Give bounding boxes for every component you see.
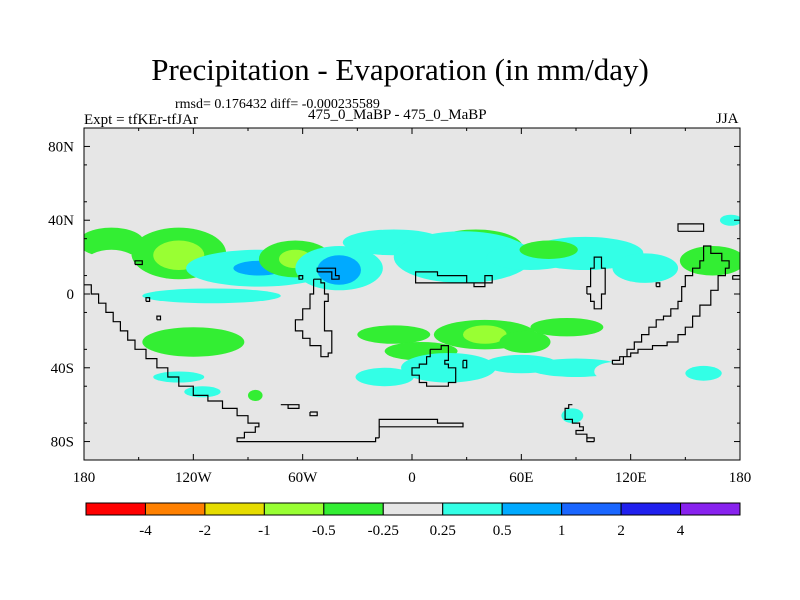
- coastline: [415, 271, 493, 288]
- x-tick-label: 180: [729, 470, 752, 486]
- coastline: [294, 278, 333, 358]
- y-tick-label: 40N: [48, 213, 74, 229]
- colorbar-label: -0.25: [368, 523, 399, 539]
- field-region: [612, 253, 679, 283]
- colorbar-box: [323, 502, 384, 516]
- coastline: [378, 418, 464, 438]
- colorbar-label: -1: [258, 523, 271, 539]
- colorbar-box: [442, 502, 503, 516]
- field-region: [85, 249, 137, 276]
- period-label: 475_0_MaBP - 475_0_MaBP: [308, 107, 487, 123]
- y-tick-label: 80N: [48, 139, 74, 155]
- y-tick-label: 0: [67, 287, 75, 303]
- coastline: [586, 437, 595, 443]
- chart-title: Precipitation - Evaporation (in mm/day): [151, 52, 649, 87]
- field-region: [594, 362, 631, 381]
- y-tick-label: 80S: [51, 435, 74, 451]
- x-tick-label: 0: [408, 470, 416, 486]
- colorbar: -4 -2 -1 -0.5 -0.25 0.25 0.5 1 2 4: [85, 502, 741, 539]
- colorbar-label: 0.5: [493, 523, 512, 539]
- x-tick-label: 120E: [615, 470, 647, 486]
- coastline: [316, 267, 340, 280]
- colorbar-label: 4: [677, 523, 685, 539]
- colorbar-label: 1: [558, 523, 566, 539]
- coastline: [309, 411, 318, 417]
- field-region: [685, 365, 722, 381]
- colorbar-label: 2: [617, 523, 625, 539]
- field-region: [317, 255, 361, 285]
- x-tick-label: 120W: [175, 470, 213, 486]
- x-tick-label: 180: [73, 470, 96, 486]
- colorbar-box: [263, 502, 325, 516]
- field-region: [84, 227, 145, 258]
- field-region: [393, 231, 533, 283]
- coastline: [462, 359, 468, 369]
- coastline: [145, 297, 151, 302]
- colorbar-label: -4: [139, 523, 152, 539]
- field-region: [357, 325, 431, 344]
- coastline: [280, 404, 300, 409]
- coastline: [84, 284, 380, 443]
- colorbar-label: -0.5: [312, 523, 336, 539]
- axes: 180 120W 60W 0 60E 120E 180 80N 40N 0 40S 80S: [48, 127, 752, 486]
- field-region: [719, 214, 740, 226]
- colorbar-box: [85, 502, 146, 516]
- coastline: [655, 282, 661, 288]
- field-region: [142, 288, 281, 304]
- experiment-label: Expt = tfKEr-tfJAr: [84, 112, 198, 128]
- coastline: [411, 345, 457, 387]
- field-region: [519, 240, 578, 259]
- season-label: JJA: [716, 111, 739, 127]
- colorbar-box: [620, 502, 682, 516]
- x-tick-label: 60W: [288, 470, 318, 486]
- y-tick-label: 40S: [51, 361, 74, 377]
- colorbar-box: [382, 502, 444, 516]
- field-region: [499, 330, 551, 354]
- field-region: [248, 389, 263, 401]
- coastline: [564, 404, 595, 442]
- colorbar-box: [144, 502, 206, 516]
- colorbar-box: [204, 502, 265, 516]
- field-region: [530, 317, 604, 337]
- coastline: [298, 275, 304, 280]
- colorbar-label: 0.25: [430, 523, 456, 539]
- colorbar-box: [680, 502, 741, 516]
- field-region: [463, 325, 507, 344]
- coastline: [586, 256, 606, 310]
- field-regions: [84, 214, 740, 424]
- coastline: [134, 260, 143, 266]
- field-region: [142, 327, 245, 357]
- field-region: [679, 246, 740, 276]
- coastline: [611, 245, 730, 365]
- colorbar-box: [501, 502, 563, 516]
- field-region: [355, 367, 414, 387]
- colorbar-box: [561, 502, 622, 516]
- colorbar-label: -2: [199, 523, 212, 539]
- coastline: [156, 315, 162, 321]
- coastline: [677, 223, 705, 232]
- x-tick-label: 60E: [509, 470, 533, 486]
- stats-label: rmsd= 0.176432 diff= -0.000235589: [175, 97, 380, 112]
